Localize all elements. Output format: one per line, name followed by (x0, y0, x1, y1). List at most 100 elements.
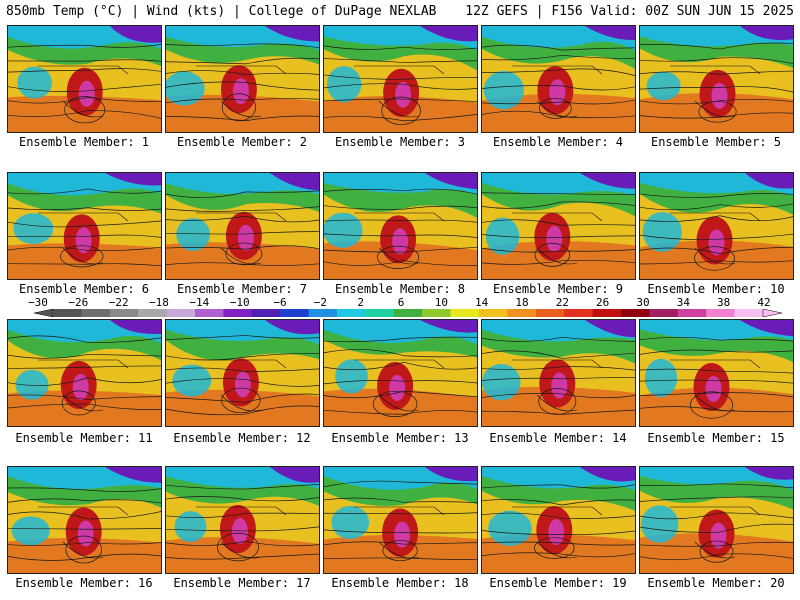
height-contour (482, 54, 635, 61)
height-contour (166, 484, 319, 490)
colorbar-segment (251, 309, 281, 317)
member-map-panel (323, 319, 478, 427)
height-contour (166, 206, 319, 212)
member-map-panel (481, 172, 636, 280)
height-contour (166, 43, 319, 49)
title-right: 12Z GEFS | F156 Valid: 00Z SUN JUN 15 20… (465, 4, 794, 19)
member-label: Ensemble Member: 15 (647, 431, 785, 445)
height-contour (324, 541, 477, 546)
heat-core (705, 376, 722, 403)
height-contour (640, 247, 793, 255)
trough-field (15, 369, 49, 400)
heat-core (549, 79, 566, 106)
height-contour (8, 207, 161, 211)
colorbar-segment (649, 309, 679, 317)
member-map-panel (323, 25, 478, 133)
coastline (62, 394, 104, 412)
height-contour (324, 380, 477, 385)
trough-field (174, 511, 207, 543)
height-contour (482, 44, 635, 51)
trough-field (324, 212, 363, 248)
colorbar-segment (535, 309, 565, 317)
height-contour (377, 245, 420, 269)
trough-field (642, 212, 682, 252)
coastline (378, 394, 420, 412)
heat-core (710, 522, 727, 549)
coastline (378, 100, 420, 118)
height-contour (8, 97, 161, 104)
height-contour (534, 537, 575, 559)
cold-field (269, 173, 319, 191)
height-contour (8, 110, 161, 119)
member-map (8, 26, 161, 132)
height-contour (8, 43, 161, 48)
height-contour (482, 336, 635, 342)
coastline (694, 541, 736, 559)
cold-field (264, 320, 319, 335)
cold-field (264, 26, 319, 42)
trough-field (488, 510, 532, 546)
cold-field (269, 467, 319, 483)
coastline (536, 394, 578, 412)
colorbar-segment (365, 309, 395, 317)
colorbar-labels: −30 −26 −22 −18 −14 −10 −6 −2 2 6 10 14 18 22 26 30 34 38… (0, 296, 800, 310)
member-map (324, 320, 477, 426)
cold-field (104, 173, 161, 186)
height-contour (482, 512, 635, 519)
height-contour (538, 388, 577, 415)
colorbar-tick-label: −6 (273, 296, 287, 309)
member-label: Ensemble Member: 10 (647, 282, 785, 296)
country-border (354, 65, 445, 75)
colorbar-tick-label: −26 (68, 296, 89, 309)
height-contour (324, 409, 477, 415)
height-contour (166, 190, 319, 198)
height-contour (324, 390, 477, 399)
member-map-panel (639, 319, 794, 427)
height-contour (382, 540, 418, 562)
title-left: 850mb Temp (°C) | Wind (kts) | College o… (6, 4, 437, 19)
member-map (482, 467, 635, 573)
coastline (62, 541, 104, 559)
colorbar-segment (592, 309, 622, 317)
trough-field (176, 218, 210, 251)
country-border (196, 65, 287, 75)
cold-field (739, 26, 793, 41)
member-map (324, 26, 477, 132)
colorbar (34, 309, 782, 317)
coastline (536, 541, 578, 559)
height-contour (8, 83, 161, 92)
colorbar-tick-label: 34 (676, 296, 690, 309)
height-contour (8, 188, 161, 195)
height-contour (324, 336, 477, 343)
colorbar-segment (564, 309, 594, 317)
member-label: Ensemble Member: 12 (173, 431, 311, 445)
member-map-panel (323, 172, 478, 280)
colorbar-tick-label: −30 (28, 296, 48, 309)
height-contour (640, 99, 793, 105)
height-contour (482, 366, 635, 371)
height-contour (8, 403, 161, 410)
colorbar-tick-label: −10 (229, 296, 250, 309)
height-contour (482, 85, 635, 91)
height-contour (324, 557, 477, 560)
member-label: Ensemble Member: 20 (647, 576, 785, 590)
member-map (166, 467, 319, 573)
colorbar-tick-label: −2 (313, 296, 327, 309)
trough-field (172, 364, 212, 397)
country-border (512, 212, 603, 222)
colorbar-tick-label: 42 (757, 296, 771, 309)
member-label: Ensemble Member: 17 (173, 576, 311, 590)
colorbar-segment (422, 309, 452, 317)
cold-field (104, 467, 161, 483)
member-map-panel (165, 319, 320, 427)
height-contour (482, 552, 635, 558)
height-contour (166, 353, 319, 361)
member-label: Ensemble Member: 14 (489, 431, 627, 445)
height-contour (8, 335, 161, 343)
member-map-panel (7, 466, 162, 574)
height-contour (166, 512, 319, 518)
height-contour (8, 365, 161, 369)
coastline (220, 247, 262, 265)
height-contour (482, 110, 635, 119)
colorbar-tick-label: 38 (717, 296, 731, 309)
